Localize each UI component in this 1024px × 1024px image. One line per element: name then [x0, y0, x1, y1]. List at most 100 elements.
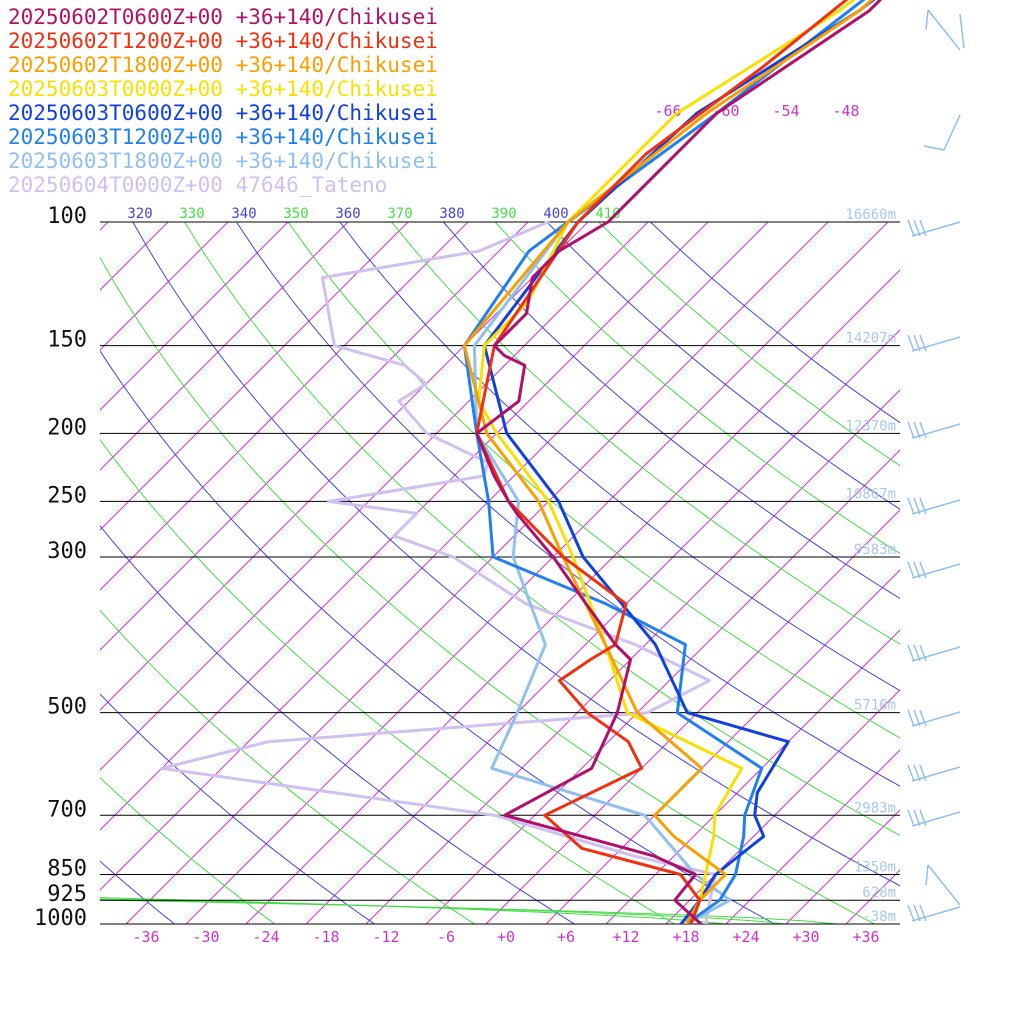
- height-label: -38m: [862, 909, 896, 925]
- height-label: 5710m: [854, 698, 896, 714]
- wind-barb: [925, 9, 961, 51]
- sounding-line: [160, 220, 717, 924]
- wind-barbs: [907, 9, 965, 922]
- pressure-label: 850: [47, 856, 87, 881]
- isotherm-line: [100, 222, 469, 591]
- isotherm-line: [425, 449, 900, 924]
- dry-adiabat-line: [494, 222, 900, 555]
- isotherm-line: [100, 222, 529, 651]
- upper-isotherm-label: -54: [772, 102, 799, 120]
- sounding-line: [482, 0, 876, 924]
- height-label: 2983m: [854, 800, 896, 816]
- dry-adiabat-line: [132, 222, 900, 887]
- wind-barb: [907, 709, 961, 727]
- pressure-label: 100: [47, 204, 87, 229]
- sounding-line: [475, 0, 849, 924]
- sounding-line: [477, 0, 856, 924]
- dry-adiabat-line: [235, 222, 900, 787]
- theta-label: 370: [387, 206, 412, 222]
- legend-entry: 20250603T0600Z+00 +36+140/Chikusei: [8, 101, 438, 125]
- legend-entry: 20250602T1200Z+00 +36+140/Chikusei: [8, 29, 438, 53]
- legend-entry: 20250602T1800Z+00 +36+140/Chikusei: [8, 53, 438, 77]
- isotherm-line: [100, 222, 349, 471]
- legend: 20250602T0600Z+00 +36+140/Chikusei202506…: [8, 5, 438, 197]
- isotherm-line: [365, 389, 900, 924]
- height-label: 12370m: [845, 418, 896, 434]
- temperature-tick-label: -18: [312, 928, 339, 946]
- dry-adiabat-line: [184, 222, 900, 837]
- wind-barb: [923, 114, 961, 151]
- temperature-tick-labels: -36 -30 -24 -18 -12 -6 +0 +6 +12 +18 +24 +30 +36: [132, 928, 879, 946]
- wind-barb: [907, 561, 961, 579]
- height-label: 16660m: [845, 207, 896, 223]
- isotherm-line: [305, 329, 900, 924]
- isotherm-line: [185, 222, 889, 924]
- theta-label: 390: [491, 206, 516, 222]
- temperature-tick-label: -30: [192, 928, 219, 946]
- wind-barb: [907, 334, 961, 352]
- isotherm-lines: [0, 222, 900, 924]
- theta-label: 340: [231, 206, 256, 222]
- dry-adiabat-line: [100, 860, 175, 924]
- temperature-tick-label: -6: [437, 928, 455, 946]
- isotherm-line: [665, 689, 900, 924]
- wind-barb: [907, 904, 961, 922]
- isotherm-line: [545, 569, 900, 924]
- isotherm-line: [485, 509, 900, 924]
- wind-barb: [959, 13, 965, 49]
- theta-label: 380: [439, 206, 464, 222]
- isotherm-line: [100, 222, 769, 891]
- theta-label: 350: [283, 206, 308, 222]
- temperature-tick-label: +6: [557, 928, 575, 946]
- dry-adiabat-line: [339, 222, 900, 692]
- temperature-tick-label: +18: [672, 928, 699, 946]
- wind-barb: [907, 421, 961, 439]
- wind-barb: [907, 809, 961, 827]
- sounding-line: [475, 0, 883, 924]
- isotherm-line: [100, 222, 649, 771]
- isotherm-line: [100, 222, 229, 351]
- height-label: 10867m: [845, 486, 896, 502]
- wind-barb: [907, 219, 961, 237]
- temperature-tick-label: +36: [852, 928, 879, 946]
- height-label: 1350m: [854, 859, 896, 875]
- pressure-label: 1000: [34, 906, 87, 931]
- wind-barb: [925, 864, 961, 906]
- wind-barb: [907, 497, 961, 515]
- pressure-label: 250: [47, 483, 87, 508]
- temperature-tick-label: +24: [732, 928, 759, 946]
- theta-label: 320: [127, 206, 152, 222]
- height-labels: 16660m 14207m 12370m 10867m 9583m 5710m 2983m 1…: [845, 207, 896, 925]
- height-label: 9583m: [854, 542, 896, 558]
- temperature-tick-label: +0: [497, 928, 515, 946]
- theta-labels: 320 330 340 350 360 370 380 390 400 410: [127, 206, 620, 222]
- legend-entry: 20250603T1200Z+00 +36+140/Chikusei: [8, 125, 438, 149]
- sounding-series: [160, 0, 883, 924]
- legend-entry: 20250603T0000Z+00 +36+140/Chikusei: [8, 77, 438, 101]
- theta-label: 330: [179, 206, 204, 222]
- pressure-label: 700: [47, 797, 87, 822]
- isotherm-line: [0, 222, 48, 924]
- isotherm-line: [725, 749, 900, 924]
- upper-isotherm-label: -66: [654, 102, 681, 120]
- pressure-lines: [100, 221, 900, 925]
- dry-adiabat-line: [546, 222, 900, 510]
- height-label: 14207m: [845, 331, 896, 347]
- temperature-tick-label: -12: [372, 928, 399, 946]
- pressure-label: 150: [47, 328, 87, 353]
- temperature-tick-label: +30: [792, 928, 819, 946]
- temperature-tick-label: -24: [252, 928, 279, 946]
- sounding-line: [462, 0, 874, 924]
- dry-adiabat-line: [100, 776, 275, 924]
- temperature-tick-label: +12: [612, 928, 639, 946]
- wind-barb: [907, 764, 961, 782]
- isotherm-line: [605, 629, 900, 924]
- legend-entry: 20250602T0600Z+00 +36+140/Chikusei: [8, 5, 438, 29]
- legend-entry: 20250603T1800Z+00 +36+140/Chikusei: [8, 149, 438, 173]
- isotherm-line: [100, 222, 289, 411]
- pressure-label: 300: [47, 539, 87, 564]
- pressure-label: 500: [47, 695, 87, 720]
- dry-adiabat-line: [100, 438, 675, 924]
